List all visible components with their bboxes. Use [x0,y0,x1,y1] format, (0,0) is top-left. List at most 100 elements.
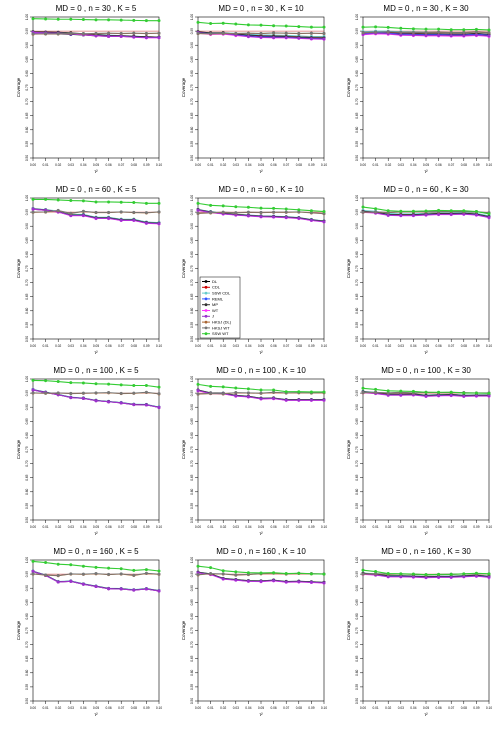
data-point [411,213,415,217]
y-axis-label: Coverage [16,620,21,640]
data-point [221,572,225,576]
y-tick-label: 0.60 [190,669,194,675]
y-tick-label: 0.70 [190,641,194,647]
plot-frame [362,197,490,340]
panel-1: MD = 0 , n = 30 , K = 5 0.50 0.55 0.60 0.65 0… [16,4,162,174]
y-tick-label: 0.80 [190,432,194,438]
y-tick-label: 0.60 [25,488,29,494]
y-tick-label: 0.60 [25,126,29,132]
data-point [94,399,98,403]
x-tick-label: 0.08 [461,706,467,710]
x-tick-label: 0.05 [423,706,429,710]
data-point [487,572,491,576]
x-tick-label: 0.09 [308,163,314,167]
x-tick-label: 0.10 [321,706,327,710]
data-point [374,25,378,29]
data-point [196,382,200,386]
data-point [31,32,35,36]
data-point [449,390,453,394]
data-point [322,25,326,29]
data-point [157,222,161,226]
y-axis-label: Coverage [181,77,186,97]
data-point [487,215,491,219]
data-point [44,17,48,21]
panel-7: MD = 0 , n = 100 , K = 5 0.50 0.55 0.60 0.65… [16,366,162,536]
y-tick-label: 0.75 [25,627,29,633]
plot-frame [362,378,490,521]
data-point [196,208,200,212]
y-tick-label: 0.55 [25,322,29,328]
x-tick-label: 0.08 [296,525,302,529]
x-tick-label: 0.00 [360,163,366,167]
legend-label: J [212,314,214,319]
y-axis-label: Coverage [181,439,186,459]
x-tick-label: 0.09 [473,525,479,529]
data-point [56,574,60,578]
data-point [234,394,238,398]
panel-11: MD = 0 , n = 160 , K = 10 0.50 0.55 0.60 0.6… [181,547,327,717]
data-point [81,391,85,395]
data-point [437,27,441,31]
data-point [246,579,250,583]
data-point [132,391,136,395]
data-point [462,212,466,216]
legend-marker [204,280,208,283]
data-point [246,210,250,214]
data-point [386,25,390,29]
x-tick-label: 0.04 [410,706,416,710]
y-tick-label: 0.95 [25,28,29,34]
data-point [272,24,276,28]
y-tick-label: 0.50 [25,517,29,523]
data-point [474,391,478,395]
y-tick-label: 0.95 [25,571,29,577]
x-tick-label: 0.03 [398,525,404,529]
data-point [424,209,428,213]
data-point [259,215,263,219]
x-tick-label: 0.02 [55,525,61,529]
data-point [297,36,301,40]
x-axis-label: τ² [424,350,428,355]
data-point [81,199,85,203]
data-point [94,572,98,576]
data-point [449,393,453,397]
data-point [309,209,313,213]
data-point [196,20,200,24]
x-tick-label: 0.07 [118,525,124,529]
x-tick-label: 0.04 [410,344,416,348]
x-tick-label: 0.03 [233,525,239,529]
data-point [246,391,250,395]
data-point [386,575,390,579]
data-point [449,572,453,576]
data-point [462,394,466,398]
y-tick-label: 0.65 [355,655,359,661]
y-tick-label: 0.60 [25,669,29,675]
x-tick-label: 0.07 [283,525,289,529]
x-tick-label: 0.00 [30,706,36,710]
data-point [462,34,466,38]
x-tick-label: 0.08 [131,344,137,348]
panel-title: MD = 0 , n = 30 , K = 30 [383,4,469,13]
x-tick-label: 0.02 [220,525,226,529]
data-point [157,569,161,573]
data-point [246,31,250,35]
x-tick-label: 0.00 [195,525,201,529]
data-point [31,388,35,392]
data-point [69,563,73,567]
data-point [132,210,136,214]
data-point [374,390,378,394]
legend-marker [204,303,208,307]
data-point [437,208,441,212]
y-tick-label: 1.00 [25,376,29,382]
data-point [107,18,111,22]
y-tick-label: 0.85 [355,56,359,62]
x-tick-label: 0.00 [360,344,366,348]
x-tick-label: 0.10 [321,344,327,348]
data-point [272,396,276,400]
x-tick-label: 0.01 [42,706,48,710]
panel-8: MD = 0 , n = 100 , K = 10 0.50 0.55 0.60 0.6… [181,366,327,536]
data-point [246,571,250,575]
y-tick-label: 1.00 [25,195,29,201]
x-tick-label: 0.06 [435,344,441,348]
data-point [44,197,48,201]
data-point [361,25,365,29]
